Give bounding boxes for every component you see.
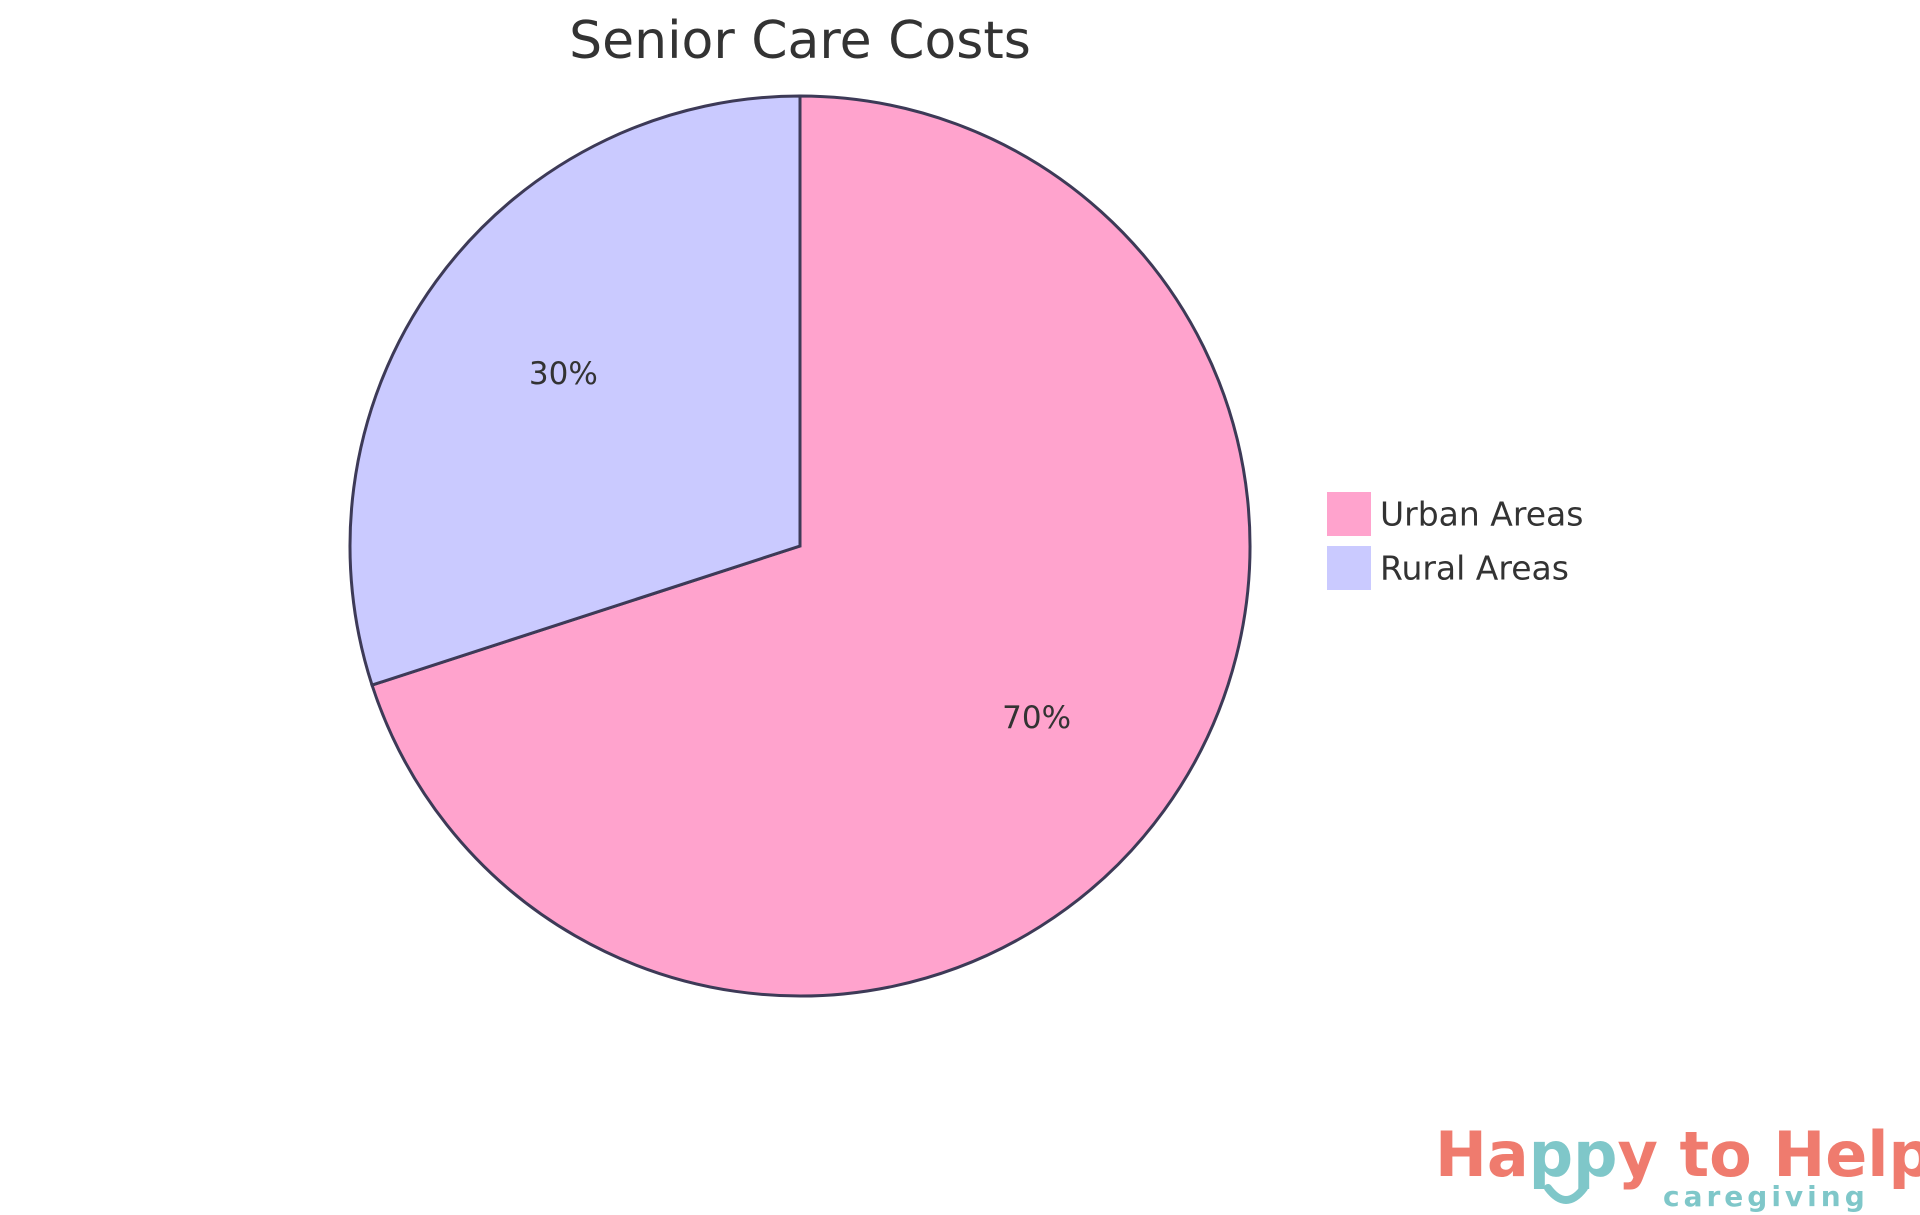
logo-text-part-1: Ha	[1435, 1118, 1529, 1191]
logo-text-part-3: y to Help	[1618, 1118, 1920, 1191]
slice-label-urban-areas: 70%	[1002, 700, 1071, 736]
happy-to-help-logo: Happy to Help caregiving	[1435, 1118, 1920, 1213]
logo-subtitle: caregiving	[1663, 1180, 1869, 1213]
pie-slices	[348, 94, 1252, 998]
pie-slice-rural-areas	[348, 94, 802, 687]
legend-label-urban-areas: Urban Areas	[1380, 495, 1583, 534]
smile-icon	[1544, 1184, 1588, 1204]
pie-slice-urban-areas	[370, 94, 1252, 998]
legend-swatch-urban-areas	[1327, 492, 1371, 536]
legend: Urban Areas Rural Areas	[1327, 492, 1583, 590]
legend-label-rural-areas: Rural Areas	[1380, 549, 1569, 588]
logo-wordmark: Happy to Help	[1435, 1118, 1920, 1191]
pie-slice-labels: 70% 30%	[529, 356, 1071, 736]
chart-title: Senior Care Costs	[569, 11, 1031, 71]
legend-swatch-rural-areas	[1327, 546, 1371, 590]
logo-text-part-2: pp	[1529, 1118, 1618, 1191]
slice-label-rural-areas: 30%	[529, 356, 598, 392]
